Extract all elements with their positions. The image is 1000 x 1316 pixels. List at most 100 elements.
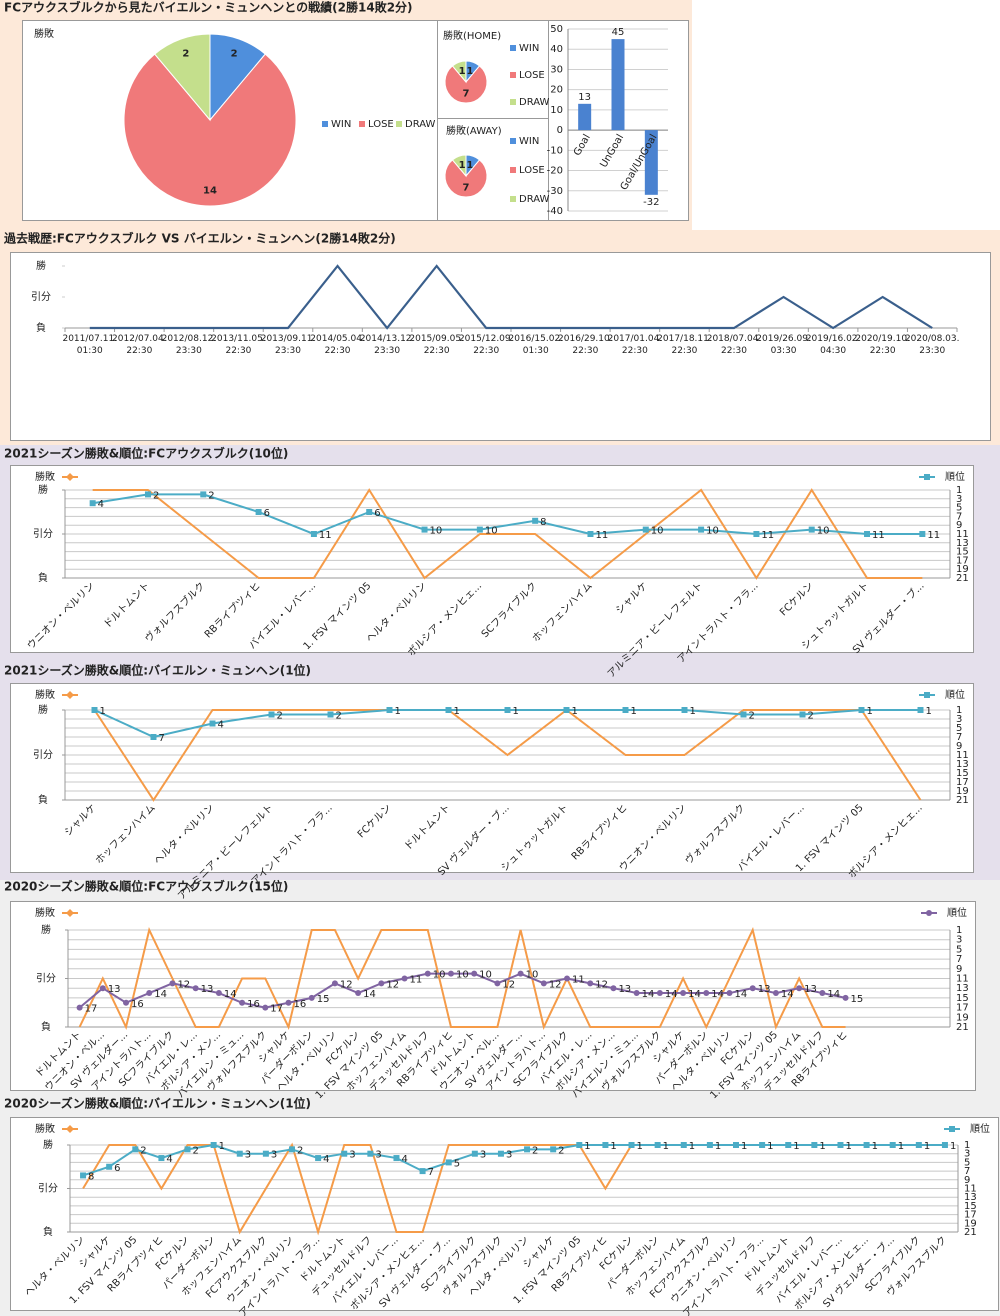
data-label: 14 [154, 989, 167, 1000]
data-label: 12 [595, 979, 608, 990]
pie-slice [444, 65, 488, 104]
legend-marker [924, 474, 930, 480]
data-label: 12 [386, 979, 399, 990]
data-label: 1 [395, 706, 401, 717]
legend-label: 順位 [945, 470, 965, 483]
x-tick-label: 2017/18.11. 22:30 [657, 334, 712, 356]
y2-tick-label: 21 [956, 1022, 969, 1033]
series-line [92, 493, 923, 536]
legend-label: LOSE [519, 165, 545, 176]
y-tick-label: 0 [557, 125, 563, 136]
y-tick-label: -10 [547, 145, 563, 156]
data-label: 1 [454, 706, 460, 717]
marker [915, 1142, 922, 1148]
marker [378, 980, 385, 987]
data-label: 1 [845, 1141, 851, 1152]
chart-box [10, 252, 991, 441]
y2-tick-label: 21 [956, 573, 969, 584]
marker [497, 1150, 504, 1157]
data-label: 1 [100, 706, 106, 717]
legend-swatch [510, 167, 516, 173]
legend-label: 勝敗 [35, 688, 55, 701]
marker [421, 526, 428, 533]
section-title: 2021シーズン勝敗&順位:FCアウクスブルク(10位) [4, 446, 288, 461]
data-label: 10 [479, 970, 492, 981]
y2-tick-label: 5 [964, 1157, 970, 1168]
y2-tick-label: 9 [964, 1175, 970, 1186]
x-tick-label: 2016/29.10. 22:30 [558, 334, 613, 356]
marker [602, 1142, 609, 1148]
y2-tick-label: 17 [956, 555, 969, 566]
data-label: 14 [781, 989, 794, 1000]
marker [200, 491, 207, 498]
y2-tick-label: 3 [964, 1149, 970, 1160]
marker [215, 990, 222, 997]
y-tick-label: 引分 [31, 291, 51, 303]
line [89, 264, 933, 330]
data-label: 45 [612, 27, 625, 38]
data-label: 11 [872, 530, 885, 541]
pie-slice [451, 154, 467, 178]
marker [494, 980, 501, 987]
data-label: 13 [108, 984, 121, 995]
legend-marker [66, 473, 74, 481]
series-line [78, 927, 846, 1030]
marker [355, 990, 362, 997]
data-label: 17 [270, 1004, 283, 1015]
marker [610, 985, 617, 992]
pie-title: 勝敗(HOME) [443, 29, 501, 42]
chart-box [10, 901, 976, 1091]
pie-slice [451, 60, 467, 84]
data-label: 14 [363, 989, 376, 1000]
legend-label: WIN [331, 119, 351, 130]
y2-tick-label: 19 [956, 786, 969, 797]
data-label: 16 [131, 999, 144, 1010]
data-label: 2 [297, 1145, 303, 1156]
data-label: 3 [349, 1150, 355, 1161]
data-label: 11 [927, 530, 940, 541]
data-label: 1 [767, 1141, 773, 1152]
y-tick-label: 負 [43, 1226, 53, 1238]
data-label: 7 [428, 1167, 434, 1178]
data-label: 1 [466, 160, 473, 171]
legend-label: LOSE [368, 119, 394, 130]
data-label: -32 [643, 197, 659, 208]
data-label: 1 [663, 1141, 669, 1152]
marker [76, 1004, 83, 1011]
marker [210, 1142, 217, 1148]
series-line [92, 488, 923, 580]
series-line [82, 1143, 945, 1177]
marker [123, 999, 130, 1006]
legend-marker [924, 692, 930, 698]
marker [811, 1142, 818, 1148]
y-tick-label: 引分 [33, 749, 53, 761]
y-tick-label: 勝 [36, 259, 46, 272]
data-label: 3 [375, 1150, 381, 1161]
marker [654, 1142, 661, 1148]
y-tick-label: 10 [550, 105, 563, 116]
data-label: 15 [317, 994, 330, 1005]
section-title: 2021シーズン勝敗&順位:バイエルン・ミュンヘン(1位) [4, 663, 311, 678]
marker [132, 1146, 139, 1153]
x-tick-label: 2017/01.04. 22:30 [607, 334, 663, 356]
data-label: 1 [819, 1141, 825, 1152]
data-label: 3 [271, 1150, 277, 1161]
y2-tick-label: 11 [964, 1184, 977, 1195]
marker [622, 707, 629, 713]
pie-slice [444, 159, 488, 198]
data-label: 10 [430, 526, 443, 537]
data-label: 1 [872, 1141, 878, 1152]
data-label: 4 [166, 1154, 172, 1165]
marker [89, 500, 96, 507]
marker [681, 707, 688, 713]
data-label: 1 [631, 706, 637, 717]
legend-label: LOSE [519, 70, 545, 81]
marker [819, 990, 826, 997]
marker [642, 526, 649, 533]
legend-label: WIN [519, 43, 539, 54]
marker [236, 1150, 243, 1157]
data-label: 10 [526, 970, 539, 981]
y-tick-label: 勝 [43, 1138, 53, 1151]
legend-label: 順位 [945, 688, 965, 701]
